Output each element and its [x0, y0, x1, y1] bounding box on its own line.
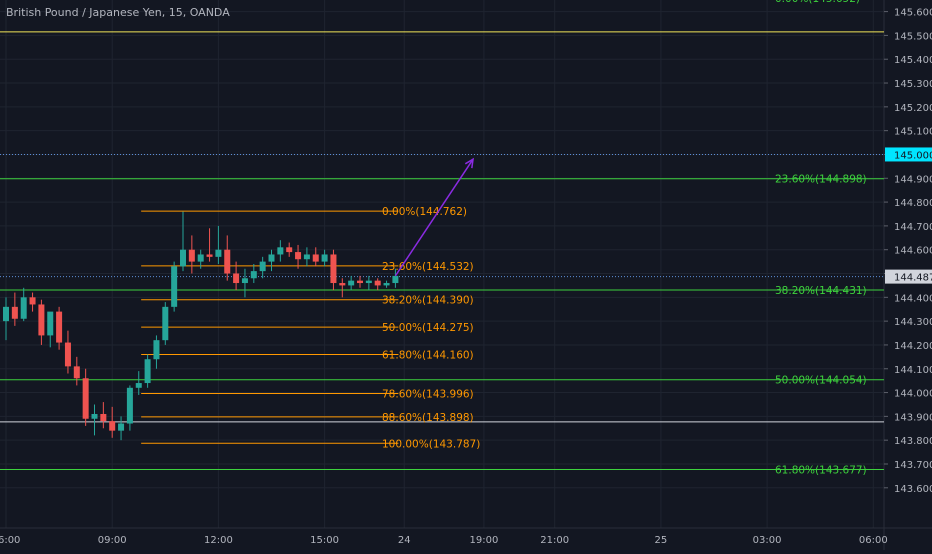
- time-tick-label: 21:00: [540, 535, 569, 546]
- level-label: 38.20%(144.431): [775, 285, 867, 297]
- fib-level-label: 61.80%(144.160): [382, 349, 474, 361]
- time-tick-label: 24: [398, 535, 411, 546]
- candle-bullish[interactable]: [259, 261, 266, 272]
- price-tick-label: 143.900: [894, 412, 932, 423]
- candle-bearish[interactable]: [357, 280, 363, 284]
- candle-bearish[interactable]: [286, 247, 293, 253]
- price-tick-label: 144.000: [894, 389, 932, 400]
- fib-level-label: 0.00%(144.762): [382, 206, 467, 218]
- time-tick-label: 06:00: [0, 535, 20, 546]
- time-tick-label: 12:00: [204, 535, 233, 546]
- fib-level-label: 38.20%(144.390): [382, 295, 474, 307]
- price-tick-label: 143.600: [894, 484, 932, 495]
- price-tick-label: 145.500: [894, 31, 932, 42]
- time-tick-label: 15:00: [310, 535, 339, 546]
- price-tick-label: 145.200: [894, 103, 932, 114]
- candle-bullish[interactable]: [215, 249, 222, 257]
- time-tick-label: 03:00: [753, 535, 782, 546]
- level-label-top: 0.00%(145.652): [775, 0, 860, 5]
- candle-bearish[interactable]: [11, 306, 18, 319]
- candle-bullish[interactable]: [241, 278, 248, 284]
- candle-bullish[interactable]: [268, 254, 275, 262]
- level-label: 50.00%(144.054): [775, 375, 867, 387]
- candle-bearish[interactable]: [109, 421, 116, 431]
- price-tick-label: 145.400: [894, 55, 932, 66]
- candle-bullish[interactable]: [303, 254, 310, 260]
- candle-bullish[interactable]: [47, 311, 54, 336]
- candle-bearish[interactable]: [38, 304, 45, 336]
- candle-bullish[interactable]: [135, 383, 142, 388]
- candle-bullish[interactable]: [348, 280, 355, 286]
- candle-bullish[interactable]: [277, 247, 284, 255]
- candle-bearish[interactable]: [56, 311, 63, 343]
- level-label: 61.80%(143.677): [775, 464, 867, 476]
- candle-bullish[interactable]: [392, 275, 399, 284]
- fib-level-label: 50.00%(144.275): [382, 322, 474, 334]
- candle-bearish[interactable]: [73, 366, 80, 379]
- time-tick-label: 09:00: [98, 535, 127, 546]
- candle-bullish[interactable]: [171, 266, 178, 307]
- price-tick-label: 144.700: [894, 222, 932, 233]
- candle-bearish[interactable]: [206, 254, 213, 257]
- candle-bullish[interactable]: [197, 254, 204, 262]
- fib-level-label: 100.00%(143.787): [382, 438, 480, 450]
- price-tick-label: 145.600: [894, 8, 932, 19]
- price-tick-label: 144.300: [894, 317, 932, 328]
- price-tick-label: 144.600: [894, 246, 932, 257]
- candle-bullish[interactable]: [91, 413, 98, 419]
- candle-bearish[interactable]: [339, 283, 346, 286]
- time-tick-label: 06:00: [859, 535, 888, 546]
- candle-bearish[interactable]: [374, 280, 381, 286]
- candle-bullish[interactable]: [126, 387, 133, 424]
- candle-bearish[interactable]: [295, 252, 302, 260]
- fib-level-label: 23.60%(144.532): [382, 261, 474, 273]
- trend-arrow-head: [464, 157, 475, 169]
- candle-bullish[interactable]: [162, 306, 169, 341]
- price-tick-label: 143.700: [894, 460, 932, 471]
- fib-level-label: 88.60%(143.898): [382, 412, 474, 424]
- candle-bearish[interactable]: [64, 342, 71, 367]
- candle-bullish[interactable]: [365, 280, 372, 284]
- price-tick-label: 143.800: [894, 436, 932, 447]
- candle-bullish[interactable]: [153, 340, 160, 360]
- price-tick-label: 144.400: [894, 293, 932, 304]
- candle-bearish[interactable]: [188, 249, 195, 262]
- candle-bullish[interactable]: [3, 306, 9, 322]
- level-label: 23.60%(144.898): [775, 174, 867, 186]
- time-tick-label: 25: [655, 535, 668, 546]
- trend-arrow-line[interactable]: [394, 158, 474, 277]
- price-tick-label: 144.900: [894, 174, 932, 185]
- price-tick-label: 145.300: [894, 79, 932, 90]
- price-badge-label: 144.487: [894, 273, 932, 284]
- candle-bullish[interactable]: [144, 359, 151, 384]
- candle-bullish[interactable]: [118, 423, 125, 431]
- candle-bearish[interactable]: [233, 273, 240, 284]
- price-badge-label: 145.000: [894, 150, 932, 161]
- price-tick-label: 144.100: [894, 365, 932, 376]
- time-tick-label: 19:00: [469, 535, 498, 546]
- price-tick-label: 144.200: [894, 341, 932, 352]
- fib-level-label: 78.60%(143.996): [382, 389, 474, 401]
- candle-bullish[interactable]: [321, 254, 328, 262]
- price-tick-label: 144.800: [894, 198, 932, 209]
- candle-bullish[interactable]: [180, 249, 186, 267]
- candle-bearish[interactable]: [29, 297, 36, 305]
- candle-bearish[interactable]: [82, 378, 89, 419]
- candle-bearish[interactable]: [330, 254, 337, 284]
- candle-bullish[interactable]: [250, 271, 257, 279]
- candle-bearish[interactable]: [312, 254, 319, 262]
- chart-title: British Pound / Japanese Yen, 15, OANDA: [6, 6, 230, 19]
- candle-bearish[interactable]: [100, 413, 107, 422]
- price-badge: [885, 269, 932, 284]
- price-badge: [885, 147, 932, 162]
- price-tick-label: 145.100: [894, 127, 932, 138]
- candle-bullish[interactable]: [383, 283, 390, 286]
- candle-bearish[interactable]: [224, 249, 231, 274]
- candle-bullish[interactable]: [20, 297, 27, 319]
